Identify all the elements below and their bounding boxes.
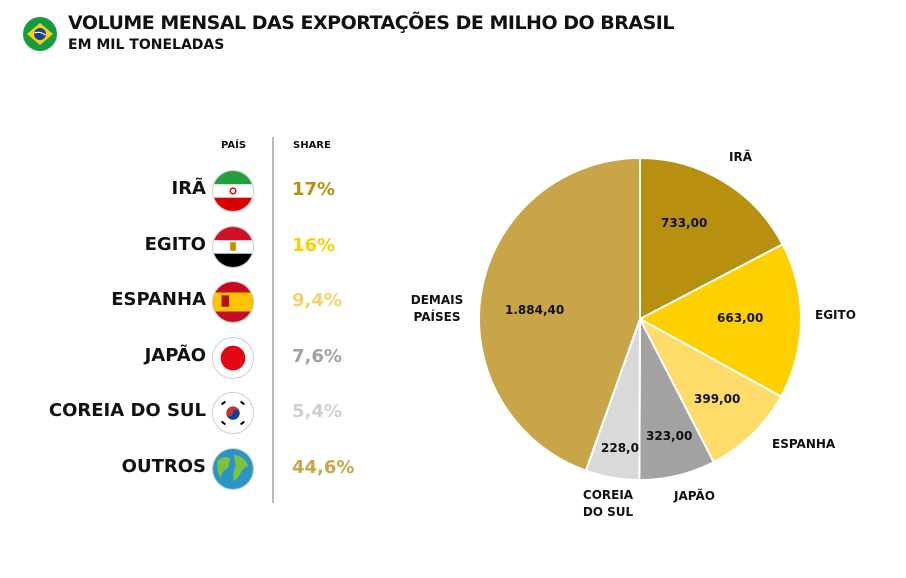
pie-slice-2 [637,316,783,464]
globe-icon [212,447,254,490]
divider [272,137,274,503]
slice-label-espanha: ESPANHA [772,437,836,451]
slice-value-ira: 733,00 [661,216,708,230]
brazil-flag-icon [23,17,57,51]
country-name: OUTROS [121,455,206,477]
country-name: IRÃ [171,178,207,199]
slice-label-egito: EGITO [815,308,856,322]
share-value: 5,4% [292,401,342,422]
share-value: 7,6% [292,345,342,367]
south-korea-flag-icon [212,392,254,434]
japan-flag-icon [212,336,254,379]
country-name: ESPANHA [111,289,206,310]
slice-label-demais: DEMAIS PAÍSES [410,293,464,324]
spain-flag-icon [212,281,254,323]
slice-label-ira: IRÃ [729,150,752,164]
slice-value-espanha: 399,00 [694,392,741,406]
slice-value-coreia: 228,0 [601,441,639,455]
share-value: 44,6% [292,456,355,478]
share-value: 16% [292,234,336,256]
chart-title: VOLUME MENSAL DAS EXPORTAÇÕES DE MILHO D… [68,12,674,34]
column-header-share: SHARE [293,140,331,151]
share-value: 17% [292,179,336,200]
pie-slice-1 [637,243,802,398]
slice-label-japao: JAPÃO [674,489,715,503]
slice-label-coreia: COREIA DO SUL [582,488,634,519]
column-header-country: PAÍS [221,140,247,151]
egypt-flag-icon [212,225,254,268]
pie-slice-0 [639,156,784,321]
chart-subtitle: EM MIL TONELADAS [68,37,225,53]
country-name: COREIA DO SUL [48,400,206,421]
iran-flag-icon [212,170,254,212]
slice-value-japao: 323,00 [646,429,693,443]
slice-value-egito: 663,00 [717,311,764,325]
country-name: EGITO [144,233,206,255]
share-value: 9,4% [292,290,342,311]
slice-value-demais: 1.884,40 [505,303,565,317]
pie-slice-5 [478,156,641,472]
country-name: JAPÃO [144,344,206,366]
